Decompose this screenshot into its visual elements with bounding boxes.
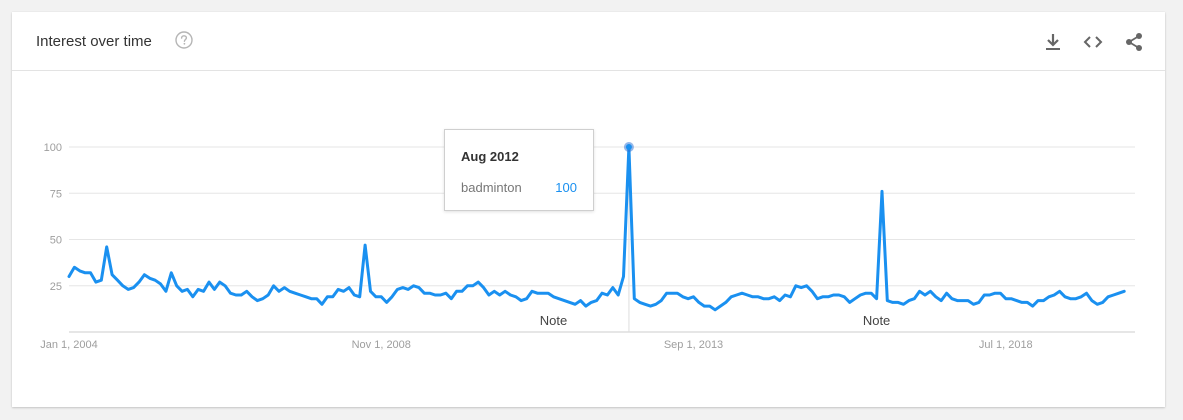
tooltip-term: badminton: [461, 180, 522, 195]
note-label-1: Note: [863, 313, 890, 328]
download-button[interactable]: [1042, 31, 1064, 53]
x-tick-label-0: Jan 1, 2004: [40, 339, 98, 351]
card-header: Interest over time: [12, 12, 1165, 71]
share-button[interactable]: [1123, 31, 1145, 53]
note-label-0: Note: [540, 313, 567, 328]
y-tick-label-100: 100: [44, 142, 62, 154]
x-tick-label-3: Jul 1, 2018: [979, 339, 1033, 351]
share-icon: [1126, 33, 1142, 51]
tooltip-value: 100: [555, 180, 577, 195]
y-tick-label-50: 50: [50, 235, 62, 247]
embed-button[interactable]: [1082, 31, 1104, 53]
x-tick-label-1: Nov 1, 2008: [352, 339, 411, 351]
y-tick-label-75: 75: [50, 188, 62, 200]
interest-over-time-card: Interest over time: [12, 12, 1165, 407]
code-icon: [1083, 36, 1103, 48]
chart-tooltip: Aug 2012 badminton 100: [444, 129, 594, 211]
interest-line-chart[interactable]: 25 50 75 100 Jan 1, 2004 Nov 1, 2008 Sep 1, 20…: [12, 71, 1165, 407]
y-tick-label-25: 25: [50, 281, 62, 293]
x-tick-label-2: Sep 1, 2013: [664, 339, 723, 351]
tooltip-date: Aug 2012: [461, 149, 519, 164]
card-title: Interest over time: [36, 33, 152, 50]
download-icon: [1046, 34, 1060, 50]
chart-area: 25 50 75 100 Jan 1, 2004 Nov 1, 2008 Sep 1, 20…: [12, 71, 1165, 407]
help-circle-icon[interactable]: [175, 31, 193, 49]
peak-point: [625, 144, 632, 150]
series-line-badminton[interactable]: [67, 145, 1126, 312]
